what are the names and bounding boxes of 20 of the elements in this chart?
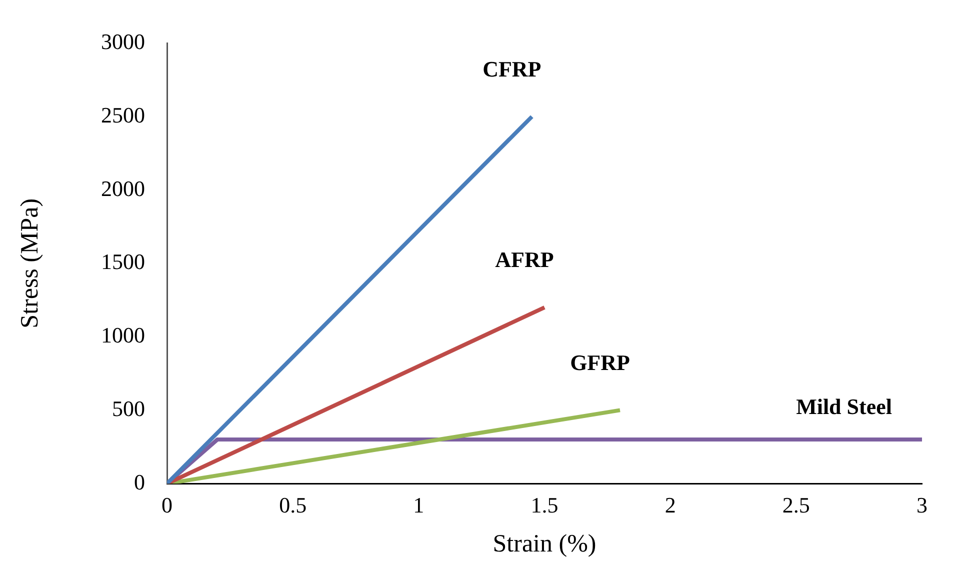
series-label: Mild Steel	[796, 394, 892, 420]
x-tick-label: 2	[664, 492, 676, 518]
x-tick-label: 2.5	[782, 492, 810, 518]
y-tick-label: 0	[134, 469, 145, 494]
x-tick-label: 3	[916, 492, 928, 518]
x-tick-label: 0.5	[279, 492, 307, 518]
x-axis-title: Strain (%)	[492, 530, 596, 558]
y-tick-label: 2500	[101, 102, 145, 128]
series-label: GFRP	[570, 350, 630, 375]
series-label: CFRP	[482, 56, 542, 82]
y-tick-label: 2000	[101, 176, 145, 201]
x-tick-label: 0	[162, 492, 172, 518]
x-tick-label: 1.5	[530, 492, 558, 518]
y-tick-label: 3000	[101, 28, 145, 54]
y-axis-title: Stress (MPa)	[16, 198, 44, 328]
y-tick-label: 1500	[101, 249, 145, 274]
x-tick-label: 1	[413, 492, 424, 518]
y-tick-label: 500	[112, 396, 145, 421]
y-tick-label: 1000	[101, 322, 145, 348]
series-label: AFRP	[495, 247, 554, 272]
